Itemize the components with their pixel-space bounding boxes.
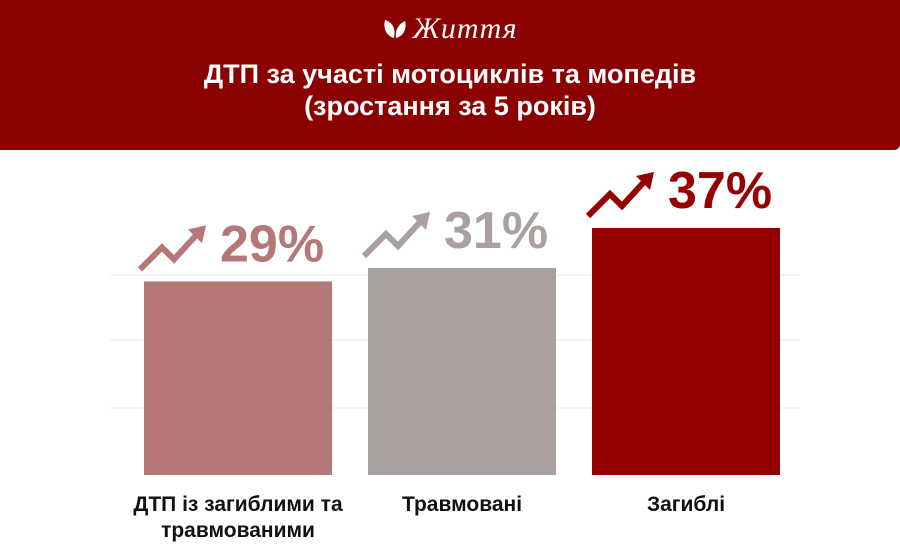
bar xyxy=(368,268,556,475)
bar-chart: 29% 31% 37% ДТП із загиблими та травмованим… xyxy=(110,162,800,542)
bar xyxy=(144,281,332,475)
title-line-2: (зростання за 5 років) xyxy=(304,91,596,121)
header-banner: Життя ДТП за участі мотоциклів та мопеді… xyxy=(0,0,900,150)
trend-up-arrow-icon xyxy=(585,172,654,219)
brand-logo: Життя xyxy=(0,12,900,48)
category-label: ДТП із загиблими та травмованими xyxy=(133,493,343,542)
value-labels: 29% 31% 37% xyxy=(220,162,772,273)
bar xyxy=(592,228,780,475)
brand-name: Життя xyxy=(412,12,518,45)
page-title: ДТП за участі мотоциклів та мопедів (зро… xyxy=(0,58,900,122)
category-label: Травмовані xyxy=(402,493,522,516)
title-line-1: ДТП за участі мотоциклів та мопедів xyxy=(203,59,697,89)
trend-up-arrow-icon xyxy=(361,212,430,259)
value-label: 37% xyxy=(668,162,772,220)
bars xyxy=(144,228,780,475)
value-label: 31% xyxy=(444,202,548,260)
category-label: Загиблі xyxy=(647,493,725,516)
leaf-icon xyxy=(382,14,408,48)
value-label: 29% xyxy=(220,215,324,273)
category-labels: ДТП із загиблими та травмованими Травмован… xyxy=(133,493,725,542)
trend-up-arrow-icon xyxy=(137,225,206,272)
trend-arrows xyxy=(137,172,654,272)
